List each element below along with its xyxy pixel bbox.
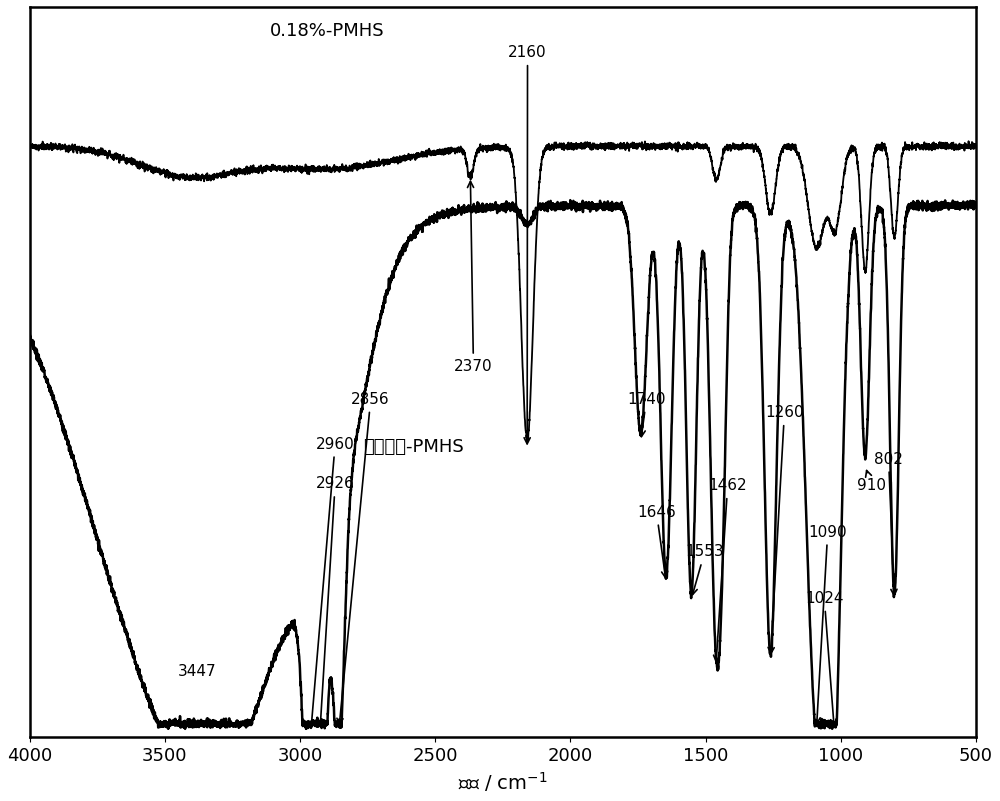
Text: 2856: 2856 [337, 392, 390, 725]
Text: 1260: 1260 [765, 405, 804, 654]
Text: 1553: 1553 [685, 545, 724, 594]
Text: 2960: 2960 [309, 437, 355, 727]
Text: 0.18%-PMHS: 0.18%-PMHS [270, 22, 384, 40]
Text: 1462: 1462 [708, 478, 747, 662]
Text: 1090: 1090 [808, 525, 847, 724]
Text: 910: 910 [857, 470, 886, 493]
Text: 1024: 1024 [805, 591, 844, 726]
Text: 1646: 1646 [637, 505, 676, 578]
Text: 腰果酚基-PMHS: 腰果酚基-PMHS [363, 438, 464, 457]
Text: 3447: 3447 [178, 664, 217, 679]
Text: 2926: 2926 [316, 477, 355, 726]
X-axis label: 波数 / cm$^{-1}$: 波数 / cm$^{-1}$ [458, 770, 548, 794]
Text: 802: 802 [874, 452, 903, 595]
Text: 2160: 2160 [508, 45, 547, 444]
Text: 2370: 2370 [454, 181, 493, 373]
Text: 1740: 1740 [627, 392, 666, 437]
